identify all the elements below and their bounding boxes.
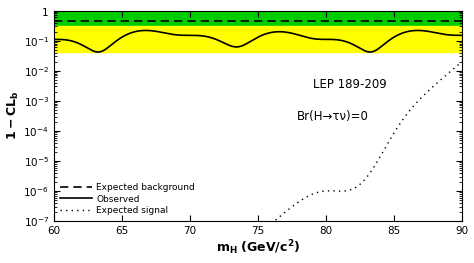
Line: Expected signal: Expected signal xyxy=(54,62,462,263)
X-axis label: $\mathbf{m_H}$ $\mathbf{(GeV/c^2)}$: $\mathbf{m_H}$ $\mathbf{(GeV/c^2)}$ xyxy=(216,239,300,257)
Observed xyxy=(377,46,383,49)
Y-axis label: $\mathbf{1-CL_b}$: $\mathbf{1-CL_b}$ xyxy=(6,91,21,140)
Observed xyxy=(217,39,222,43)
Expected signal xyxy=(369,168,375,171)
Expected background xyxy=(231,19,237,22)
Expected background xyxy=(93,19,99,22)
Bar xyxy=(54,26,462,52)
Observed xyxy=(459,34,465,37)
Expected signal xyxy=(459,60,465,63)
Text: Br(H→τν)=0: Br(H→τν)=0 xyxy=(297,109,368,123)
Observed xyxy=(232,45,237,48)
Expected background xyxy=(51,19,57,22)
Text: LEP 189-209: LEP 189-209 xyxy=(313,78,387,91)
Expected background xyxy=(216,19,222,22)
Bar xyxy=(54,10,462,26)
Expected signal xyxy=(331,189,337,193)
Observed xyxy=(370,50,376,53)
Expected signal xyxy=(376,156,382,160)
Observed xyxy=(332,38,337,41)
Expected background xyxy=(331,19,337,22)
Expected background xyxy=(369,19,375,22)
Observed xyxy=(51,38,57,41)
Observed xyxy=(93,50,99,53)
Expected background xyxy=(376,19,382,22)
Legend: Expected background, Observed, Expected signal: Expected background, Observed, Expected … xyxy=(58,181,197,217)
Line: Observed: Observed xyxy=(54,31,462,52)
Observed xyxy=(143,29,149,32)
Expected background xyxy=(459,19,465,22)
Observed xyxy=(95,50,101,54)
